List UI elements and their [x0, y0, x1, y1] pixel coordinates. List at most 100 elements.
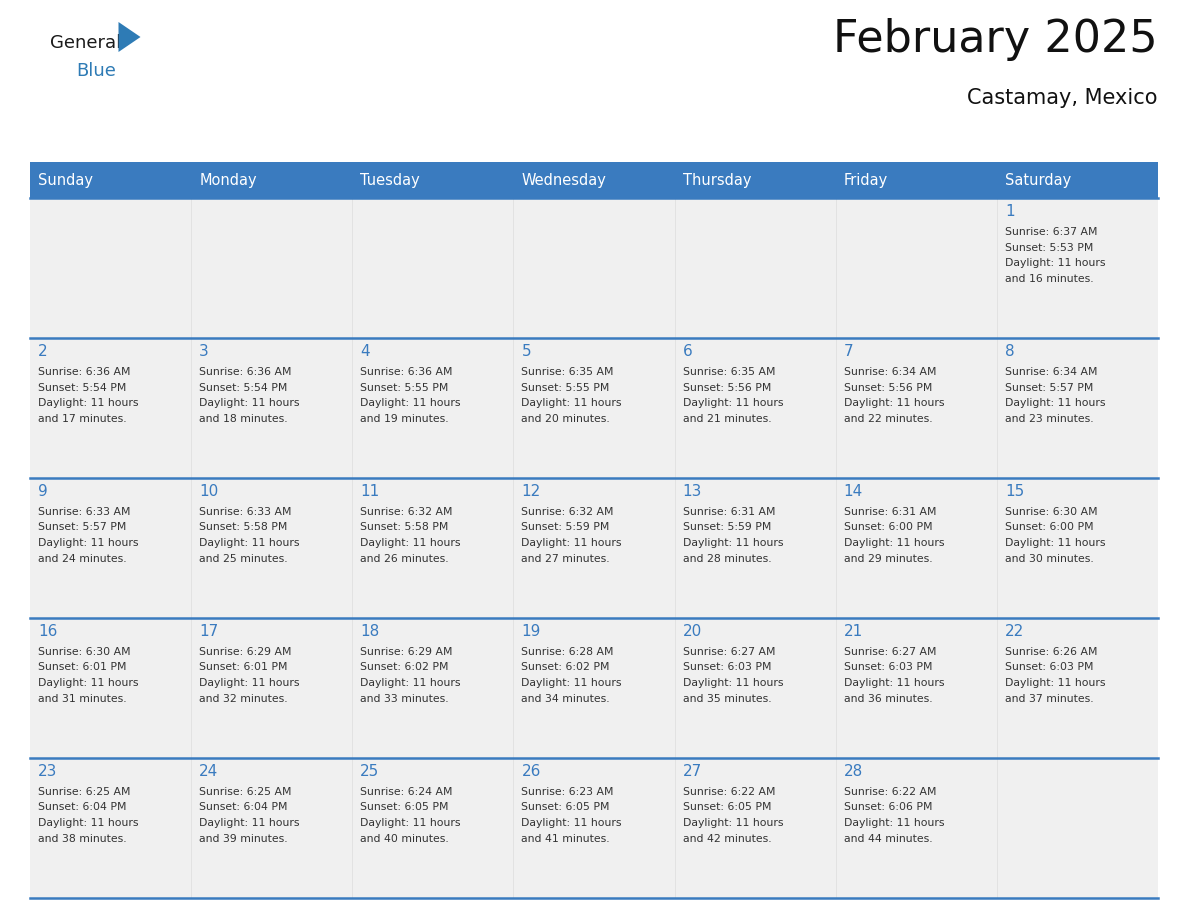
Text: Sunset: 6:02 PM: Sunset: 6:02 PM — [360, 663, 449, 673]
Text: Sunset: 5:59 PM: Sunset: 5:59 PM — [683, 522, 771, 532]
Text: Sunrise: 6:36 AM: Sunrise: 6:36 AM — [38, 367, 131, 377]
Text: 23: 23 — [38, 764, 57, 779]
Text: Sunset: 6:03 PM: Sunset: 6:03 PM — [843, 663, 933, 673]
Text: and 16 minutes.: and 16 minutes. — [1005, 274, 1093, 284]
Bar — [191, 758, 353, 898]
Text: Daylight: 11 hours: Daylight: 11 hours — [683, 678, 783, 688]
Text: Sunrise: 6:33 AM: Sunrise: 6:33 AM — [200, 507, 292, 517]
Text: Sunrise: 6:31 AM: Sunrise: 6:31 AM — [683, 507, 775, 517]
Text: Friday: Friday — [843, 173, 887, 187]
Text: and 32 minutes.: and 32 minutes. — [200, 693, 287, 703]
Bar — [675, 162, 835, 198]
Text: Sunset: 6:05 PM: Sunset: 6:05 PM — [683, 802, 771, 812]
Text: Daylight: 11 hours: Daylight: 11 hours — [522, 818, 623, 828]
Text: and 34 minutes.: and 34 minutes. — [522, 693, 611, 703]
Bar — [835, 338, 997, 478]
Text: Sunrise: 6:27 AM: Sunrise: 6:27 AM — [843, 647, 936, 657]
Text: Sunrise: 6:32 AM: Sunrise: 6:32 AM — [360, 507, 453, 517]
Text: General: General — [50, 34, 121, 52]
Text: 27: 27 — [683, 764, 702, 779]
Text: Daylight: 11 hours: Daylight: 11 hours — [38, 398, 139, 408]
Text: Sunset: 5:55 PM: Sunset: 5:55 PM — [522, 383, 609, 393]
Text: Daylight: 11 hours: Daylight: 11 hours — [683, 538, 783, 548]
Text: and 24 minutes.: and 24 minutes. — [38, 554, 127, 564]
Bar — [30, 162, 191, 198]
Bar — [997, 758, 1158, 898]
Text: and 17 minutes.: and 17 minutes. — [38, 413, 127, 423]
Bar — [675, 478, 835, 618]
Text: 13: 13 — [683, 484, 702, 499]
Text: Sunrise: 6:27 AM: Sunrise: 6:27 AM — [683, 647, 775, 657]
Text: and 26 minutes.: and 26 minutes. — [360, 554, 449, 564]
Text: Sunrise: 6:22 AM: Sunrise: 6:22 AM — [843, 787, 936, 797]
Text: 9: 9 — [38, 484, 48, 499]
Text: Daylight: 11 hours: Daylight: 11 hours — [843, 818, 944, 828]
Bar — [353, 338, 513, 478]
Bar — [191, 162, 353, 198]
Text: 10: 10 — [200, 484, 219, 499]
Text: Sunrise: 6:25 AM: Sunrise: 6:25 AM — [38, 787, 131, 797]
Text: Sunrise: 6:29 AM: Sunrise: 6:29 AM — [360, 647, 453, 657]
Bar — [513, 758, 675, 898]
Bar — [997, 162, 1158, 198]
Text: Sunrise: 6:37 AM: Sunrise: 6:37 AM — [1005, 227, 1098, 237]
Text: Daylight: 11 hours: Daylight: 11 hours — [683, 818, 783, 828]
Text: Daylight: 11 hours: Daylight: 11 hours — [200, 818, 299, 828]
Text: and 22 minutes.: and 22 minutes. — [843, 413, 933, 423]
Bar — [353, 758, 513, 898]
Text: Sunset: 5:57 PM: Sunset: 5:57 PM — [1005, 383, 1093, 393]
Text: Daylight: 11 hours: Daylight: 11 hours — [200, 538, 299, 548]
Bar — [835, 162, 997, 198]
Text: and 31 minutes.: and 31 minutes. — [38, 693, 127, 703]
Text: Sunrise: 6:23 AM: Sunrise: 6:23 AM — [522, 787, 614, 797]
Text: Daylight: 11 hours: Daylight: 11 hours — [1005, 398, 1105, 408]
Bar — [30, 618, 191, 758]
Text: Sunday: Sunday — [38, 173, 93, 187]
Text: Sunset: 6:03 PM: Sunset: 6:03 PM — [1005, 663, 1093, 673]
Text: Daylight: 11 hours: Daylight: 11 hours — [843, 398, 944, 408]
Text: 26: 26 — [522, 764, 541, 779]
Text: Sunset: 6:00 PM: Sunset: 6:00 PM — [843, 522, 933, 532]
Text: and 20 minutes.: and 20 minutes. — [522, 413, 611, 423]
Text: Sunrise: 6:25 AM: Sunrise: 6:25 AM — [200, 787, 292, 797]
Bar — [675, 198, 835, 338]
Bar — [835, 758, 997, 898]
Text: Sunrise: 6:36 AM: Sunrise: 6:36 AM — [200, 367, 292, 377]
Bar — [513, 618, 675, 758]
Text: and 18 minutes.: and 18 minutes. — [200, 413, 287, 423]
Text: Daylight: 11 hours: Daylight: 11 hours — [360, 538, 461, 548]
Text: Sunrise: 6:28 AM: Sunrise: 6:28 AM — [522, 647, 614, 657]
Text: Daylight: 11 hours: Daylight: 11 hours — [522, 538, 623, 548]
Text: 24: 24 — [200, 764, 219, 779]
Bar — [835, 478, 997, 618]
Text: Sunset: 5:55 PM: Sunset: 5:55 PM — [360, 383, 449, 393]
Bar — [30, 338, 191, 478]
Bar — [353, 618, 513, 758]
Text: and 39 minutes.: and 39 minutes. — [200, 834, 287, 844]
Text: Daylight: 11 hours: Daylight: 11 hours — [843, 538, 944, 548]
Text: 22: 22 — [1005, 624, 1024, 639]
Text: 17: 17 — [200, 624, 219, 639]
Text: Sunrise: 6:33 AM: Sunrise: 6:33 AM — [38, 507, 131, 517]
Bar — [30, 758, 191, 898]
Text: 8: 8 — [1005, 344, 1015, 359]
Text: Monday: Monday — [200, 173, 257, 187]
Text: and 37 minutes.: and 37 minutes. — [1005, 693, 1093, 703]
Bar — [353, 162, 513, 198]
Text: Sunrise: 6:34 AM: Sunrise: 6:34 AM — [843, 367, 936, 377]
Text: Sunset: 6:05 PM: Sunset: 6:05 PM — [360, 802, 449, 812]
Text: 6: 6 — [683, 344, 693, 359]
Bar — [997, 478, 1158, 618]
Text: Sunset: 5:54 PM: Sunset: 5:54 PM — [200, 383, 287, 393]
Text: and 38 minutes.: and 38 minutes. — [38, 834, 127, 844]
Text: Sunset: 5:54 PM: Sunset: 5:54 PM — [38, 383, 126, 393]
Text: Sunrise: 6:32 AM: Sunrise: 6:32 AM — [522, 507, 614, 517]
Text: and 35 minutes.: and 35 minutes. — [683, 693, 771, 703]
Text: Blue: Blue — [76, 62, 116, 80]
Text: Daylight: 11 hours: Daylight: 11 hours — [38, 678, 139, 688]
Bar — [353, 198, 513, 338]
Text: 25: 25 — [360, 764, 380, 779]
Bar — [675, 338, 835, 478]
Text: 5: 5 — [522, 344, 531, 359]
Text: Sunrise: 6:35 AM: Sunrise: 6:35 AM — [683, 367, 775, 377]
